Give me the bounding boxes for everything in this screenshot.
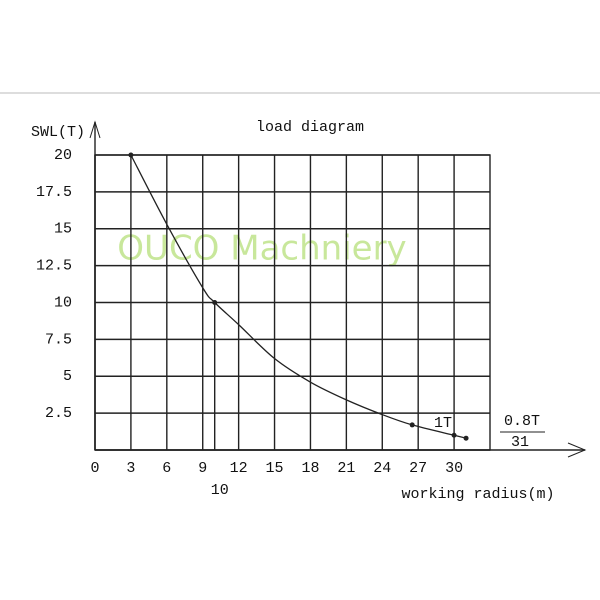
y-axis-label: SWL(T) [31,124,85,141]
y-tick-label: 2.5 [45,405,72,422]
marker-label: 10 [211,482,229,499]
x-tick-label: 3 [126,460,135,477]
point [212,300,218,305]
x-axis-arrow [567,442,587,458]
x-tick-label: 30 [445,460,463,477]
x-tick-label: 12 [230,460,248,477]
x-tick-label: 6 [162,460,171,477]
y-tick-label: 15 [54,221,72,238]
point-label: 31 [511,434,529,451]
x-tick-label: 21 [337,460,355,477]
y-tick-label: 20 [54,147,72,164]
point-label: 1T [434,415,452,432]
y-tick-label: 17.5 [36,184,72,201]
curve [130,154,467,439]
watermark: OUCO Machniery [117,229,406,269]
x-tick-label: 27 [409,460,427,477]
point [463,435,469,441]
x-tick-label: 9 [198,460,207,477]
x-tick-label: 24 [373,460,391,477]
point [409,422,415,428]
x-axis-label: working radius(m) [401,486,554,503]
y-tick-label: 12.5 [36,258,72,275]
x-tick-label: 15 [266,460,284,477]
x-tick-label: 18 [301,460,319,477]
point [451,432,457,438]
y-tick-label: 7.5 [45,331,72,348]
x-tick-label: 0 [90,460,99,477]
point [128,152,134,158]
y-axis-arrow [89,120,101,139]
y-tick-label: 10 [54,294,72,311]
chart-title: load diagram [256,119,364,136]
y-tick-label: 5 [63,368,72,385]
point-label: 0.8T [504,413,540,430]
